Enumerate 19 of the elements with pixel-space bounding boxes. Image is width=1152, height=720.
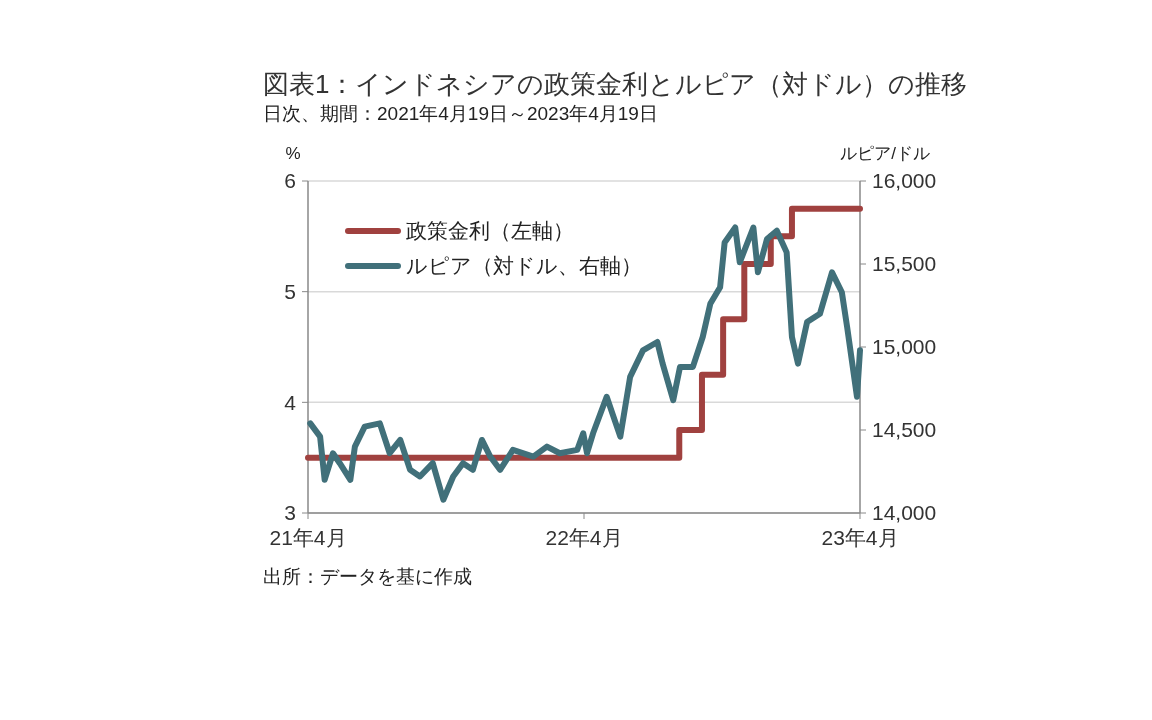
legend-label: 政策金利（左軸） (406, 219, 574, 243)
y2-tick-label: 15,000 (872, 335, 937, 359)
y-tick-label: 3 (284, 501, 296, 525)
y-axis-title: % (285, 144, 301, 163)
y-tick-label: 5 (284, 280, 296, 304)
y-tick-label: 6 (284, 169, 296, 193)
x-tick-label: 23年4月 (821, 526, 899, 549)
chart-subtitle: 日次、期間：2021年4月19日～2023年4月19日 (263, 103, 658, 124)
y2-tick-label: 14,000 (872, 501, 937, 525)
chart-title: 図表1：インドネシアの政策金利とルピア（対ドル）の推移 (263, 69, 968, 99)
x-tick-label: 21年4月 (269, 526, 347, 549)
y2-tick-label: 16,000 (872, 169, 937, 193)
y2-tick-label: 15,500 (872, 252, 937, 276)
legend-label: ルピア（対ドル、右軸） (406, 254, 642, 278)
x-tick-label: 22年4月 (545, 526, 623, 549)
y2-tick-label: 14,500 (872, 418, 937, 442)
y2-axis-title: ルピア/ドル (840, 144, 930, 163)
text: 出所：データを基に作成 (263, 566, 472, 587)
y-tick-label: 4 (284, 390, 297, 414)
